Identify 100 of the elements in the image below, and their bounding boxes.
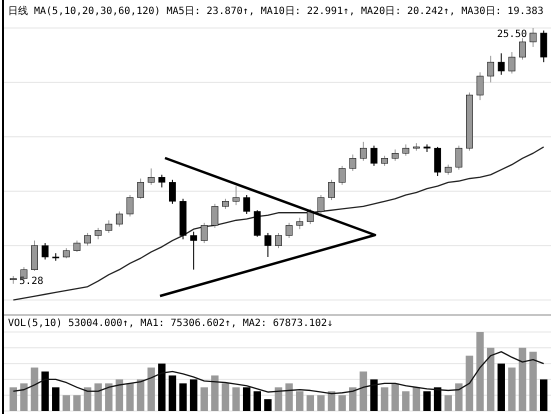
bar [518, 348, 526, 411]
candlestick [148, 168, 155, 186]
candlestick [275, 232, 282, 249]
bar [179, 383, 187, 411]
bar [62, 395, 70, 411]
bar [296, 391, 304, 411]
candlestick [232, 186, 240, 206]
bar [41, 372, 49, 411]
text: MA5日: 23.870↑, [166, 6, 255, 17]
candlestick [306, 208, 314, 225]
text: MA2: 67873.102↓ [242, 318, 334, 329]
text: MA1: 75306.602↑, [140, 318, 237, 329]
bar [444, 395, 452, 411]
candlestick [296, 217, 304, 230]
bar [402, 391, 410, 411]
bar [466, 356, 474, 411]
text: 53004.000↑, [68, 318, 134, 329]
bar [158, 364, 166, 411]
bar [126, 383, 134, 411]
candlestick [402, 144, 410, 156]
bar [211, 375, 219, 411]
bar [105, 383, 112, 411]
candlestick [455, 145, 462, 170]
bar [20, 383, 28, 411]
bar [73, 395, 81, 411]
bar [486, 348, 494, 411]
candlestick [370, 145, 378, 166]
candlestick [243, 194, 250, 214]
text: MA30日: 19.383 [461, 6, 544, 17]
bar [498, 364, 505, 411]
bar [190, 379, 198, 411]
bar [84, 387, 92, 411]
bar [94, 383, 102, 411]
bar [540, 379, 548, 411]
candlestick [126, 194, 134, 217]
bar [370, 379, 378, 411]
bar [423, 391, 431, 411]
candlestick [211, 203, 218, 228]
candlestick [318, 194, 324, 214]
candlestick [200, 222, 208, 244]
candlestick [498, 52, 505, 76]
candlestick [349, 154, 356, 172]
candlestick [105, 220, 112, 234]
candlestick [116, 210, 123, 228]
candlestick [530, 28, 537, 48]
bar [328, 391, 336, 411]
bar [412, 387, 420, 411]
bar [380, 387, 388, 411]
candlestick [94, 227, 102, 240]
bar [254, 391, 261, 411]
bar [508, 368, 516, 411]
candlestick [328, 179, 335, 201]
bar [222, 383, 230, 411]
annotation: 5.28 [19, 276, 44, 287]
bar [391, 383, 399, 411]
text: MA(5,10,20,30,60,120) [34, 6, 160, 17]
candlestick [168, 179, 176, 204]
bar [455, 383, 463, 411]
annotation: 25.50 [496, 29, 528, 40]
bar [10, 387, 18, 411]
bar [136, 379, 144, 411]
text: MA10日: 22.991↑, [260, 6, 356, 17]
candlestick [137, 178, 144, 200]
bar [349, 387, 356, 411]
bar [264, 399, 272, 411]
candlestick [62, 248, 70, 259]
bar [360, 372, 368, 411]
candlestick [84, 232, 91, 246]
candlestick [286, 222, 293, 239]
candlestick [519, 38, 526, 60]
bar [116, 379, 124, 411]
bar [232, 387, 240, 411]
bar [476, 332, 484, 411]
bar [434, 387, 442, 411]
candlestick [476, 72, 484, 101]
bar [30, 368, 38, 411]
bar [285, 383, 293, 411]
candlestick [264, 232, 272, 258]
candlestick [360, 141, 367, 162]
candlestick [508, 52, 516, 74]
candlestick [190, 231, 198, 270]
chart-title: 日线 [8, 5, 28, 17]
candlestick [487, 55, 494, 83]
bar [338, 395, 346, 411]
text: MA20日: 20.242↑, [361, 6, 456, 17]
bar [242, 387, 250, 411]
bar [168, 375, 176, 411]
candlestick [74, 240, 80, 252]
candlestick [158, 174, 166, 188]
candlestick [42, 242, 49, 260]
bar [147, 368, 155, 411]
candlestick [222, 198, 229, 210]
bar [529, 352, 537, 411]
bar [52, 387, 60, 411]
chart-title: VOL(5,10) [8, 318, 62, 329]
candlestick [444, 164, 452, 176]
bar [317, 395, 325, 411]
bar [200, 387, 208, 411]
candlestick [381, 155, 388, 166]
bar [306, 395, 314, 411]
